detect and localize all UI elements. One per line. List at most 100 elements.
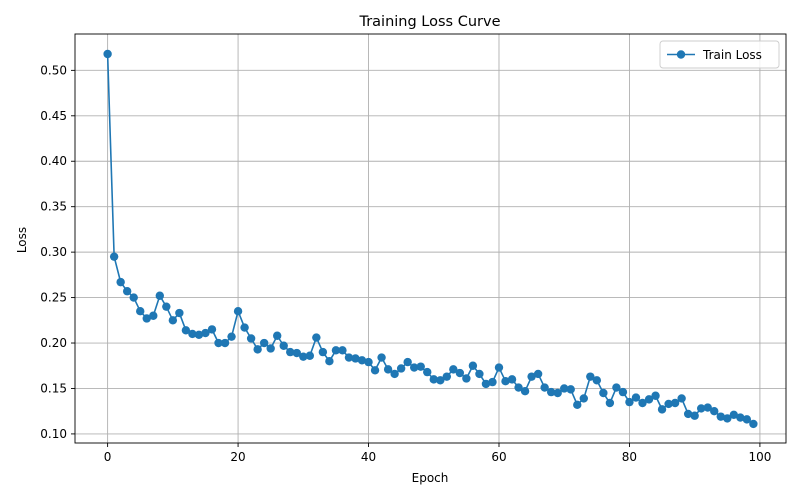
data-point: [357, 356, 367, 365]
y-tick-label: 0.15: [40, 381, 67, 395]
data-point: [194, 330, 204, 340]
x-tick-label: 0: [104, 450, 112, 464]
chart-title: Training Loss Curve: [358, 14, 500, 30]
data-point: [279, 341, 288, 350]
data-point: [155, 291, 164, 300]
data-point: [383, 365, 393, 374]
x-tick-label: 60: [491, 450, 506, 464]
y-axis-label: Loss: [15, 227, 29, 253]
data-point: [468, 361, 478, 370]
grid: [75, 34, 786, 443]
data-point: [299, 352, 308, 361]
data-point: [220, 338, 230, 348]
data-point: [240, 323, 249, 332]
data-point: [344, 353, 354, 362]
data-point: [181, 326, 191, 335]
x-axis-label: Epoch: [412, 471, 449, 485]
data-point: [318, 347, 328, 357]
data-point: [429, 375, 438, 384]
x-tick-label: 100: [748, 450, 771, 464]
data-point: [462, 374, 471, 383]
data-point: [723, 414, 732, 423]
data-point: [377, 353, 386, 362]
data-point: [129, 293, 138, 302]
data-point: [370, 366, 380, 375]
data-point: [266, 344, 275, 353]
data-point: [409, 363, 419, 372]
data-point: [305, 351, 315, 360]
data-point: [116, 277, 125, 287]
data-point: [168, 316, 178, 325]
data-point: [442, 372, 452, 381]
data-point: [703, 403, 712, 412]
data-point: [644, 395, 654, 404]
data-point: [657, 405, 667, 414]
data-point: [573, 400, 582, 410]
data-point: [312, 333, 321, 342]
data-point: [553, 388, 562, 398]
data-point: [690, 411, 699, 420]
x-tick-label: 80: [622, 450, 637, 464]
data-point: [122, 287, 132, 296]
data-point: [520, 386, 530, 396]
data-point: [292, 348, 301, 358]
data-point: [749, 419, 758, 429]
data-point: [488, 377, 497, 387]
data-point: [625, 397, 634, 407]
x-tick-label: 40: [361, 450, 376, 464]
data-point: [697, 404, 706, 413]
data-point: [162, 302, 171, 311]
data-point: [533, 369, 543, 379]
legend-box: [659, 40, 780, 69]
data-point: [631, 393, 641, 402]
data-point: [259, 338, 269, 348]
legend-marker-swatch: [676, 50, 686, 59]
y-tick-label: 0.10: [40, 427, 67, 441]
data-point: [599, 388, 608, 398]
data-point: [560, 384, 569, 393]
data-point: [683, 409, 693, 419]
data-point: [436, 376, 445, 385]
data-point: [586, 372, 595, 381]
data-point: [142, 314, 151, 323]
data-point: [338, 346, 347, 355]
x-tick-label: 20: [230, 450, 245, 464]
data-point: [423, 367, 432, 377]
y-tick-label: 0.25: [40, 291, 67, 305]
data-point: [651, 391, 660, 400]
data-point: [507, 375, 517, 384]
legend-label-train-loss: Train Loss: [702, 48, 762, 62]
data-point: [390, 369, 399, 379]
data-point: [670, 398, 680, 408]
data-point: [175, 308, 184, 318]
data-point: [481, 379, 491, 389]
data-point: [501, 377, 510, 386]
data-point: [396, 364, 406, 373]
data-point: [638, 398, 647, 408]
data-point: [736, 413, 745, 422]
data-point: [612, 383, 621, 392]
y-tick-label: 0.40: [40, 154, 67, 168]
legend: Train Loss: [659, 40, 780, 69]
data-point: [514, 383, 523, 392]
data-point: [351, 354, 360, 363]
data-point: [742, 415, 752, 424]
data-point: [286, 347, 295, 357]
data-point: [273, 331, 282, 340]
data-point: [579, 394, 588, 403]
data-point: [494, 363, 504, 372]
data-point: [246, 334, 256, 343]
data-point: [214, 338, 223, 348]
series-layer: [103, 49, 758, 429]
data-point: [188, 329, 197, 339]
data-point: [527, 372, 536, 381]
data-point: [540, 383, 549, 392]
data-point: [592, 376, 602, 385]
data-point: [109, 252, 119, 261]
data-point: [475, 369, 484, 379]
data-point: [253, 345, 262, 354]
data-point: [729, 410, 739, 420]
data-point: [710, 406, 719, 416]
data-point: [677, 394, 686, 403]
